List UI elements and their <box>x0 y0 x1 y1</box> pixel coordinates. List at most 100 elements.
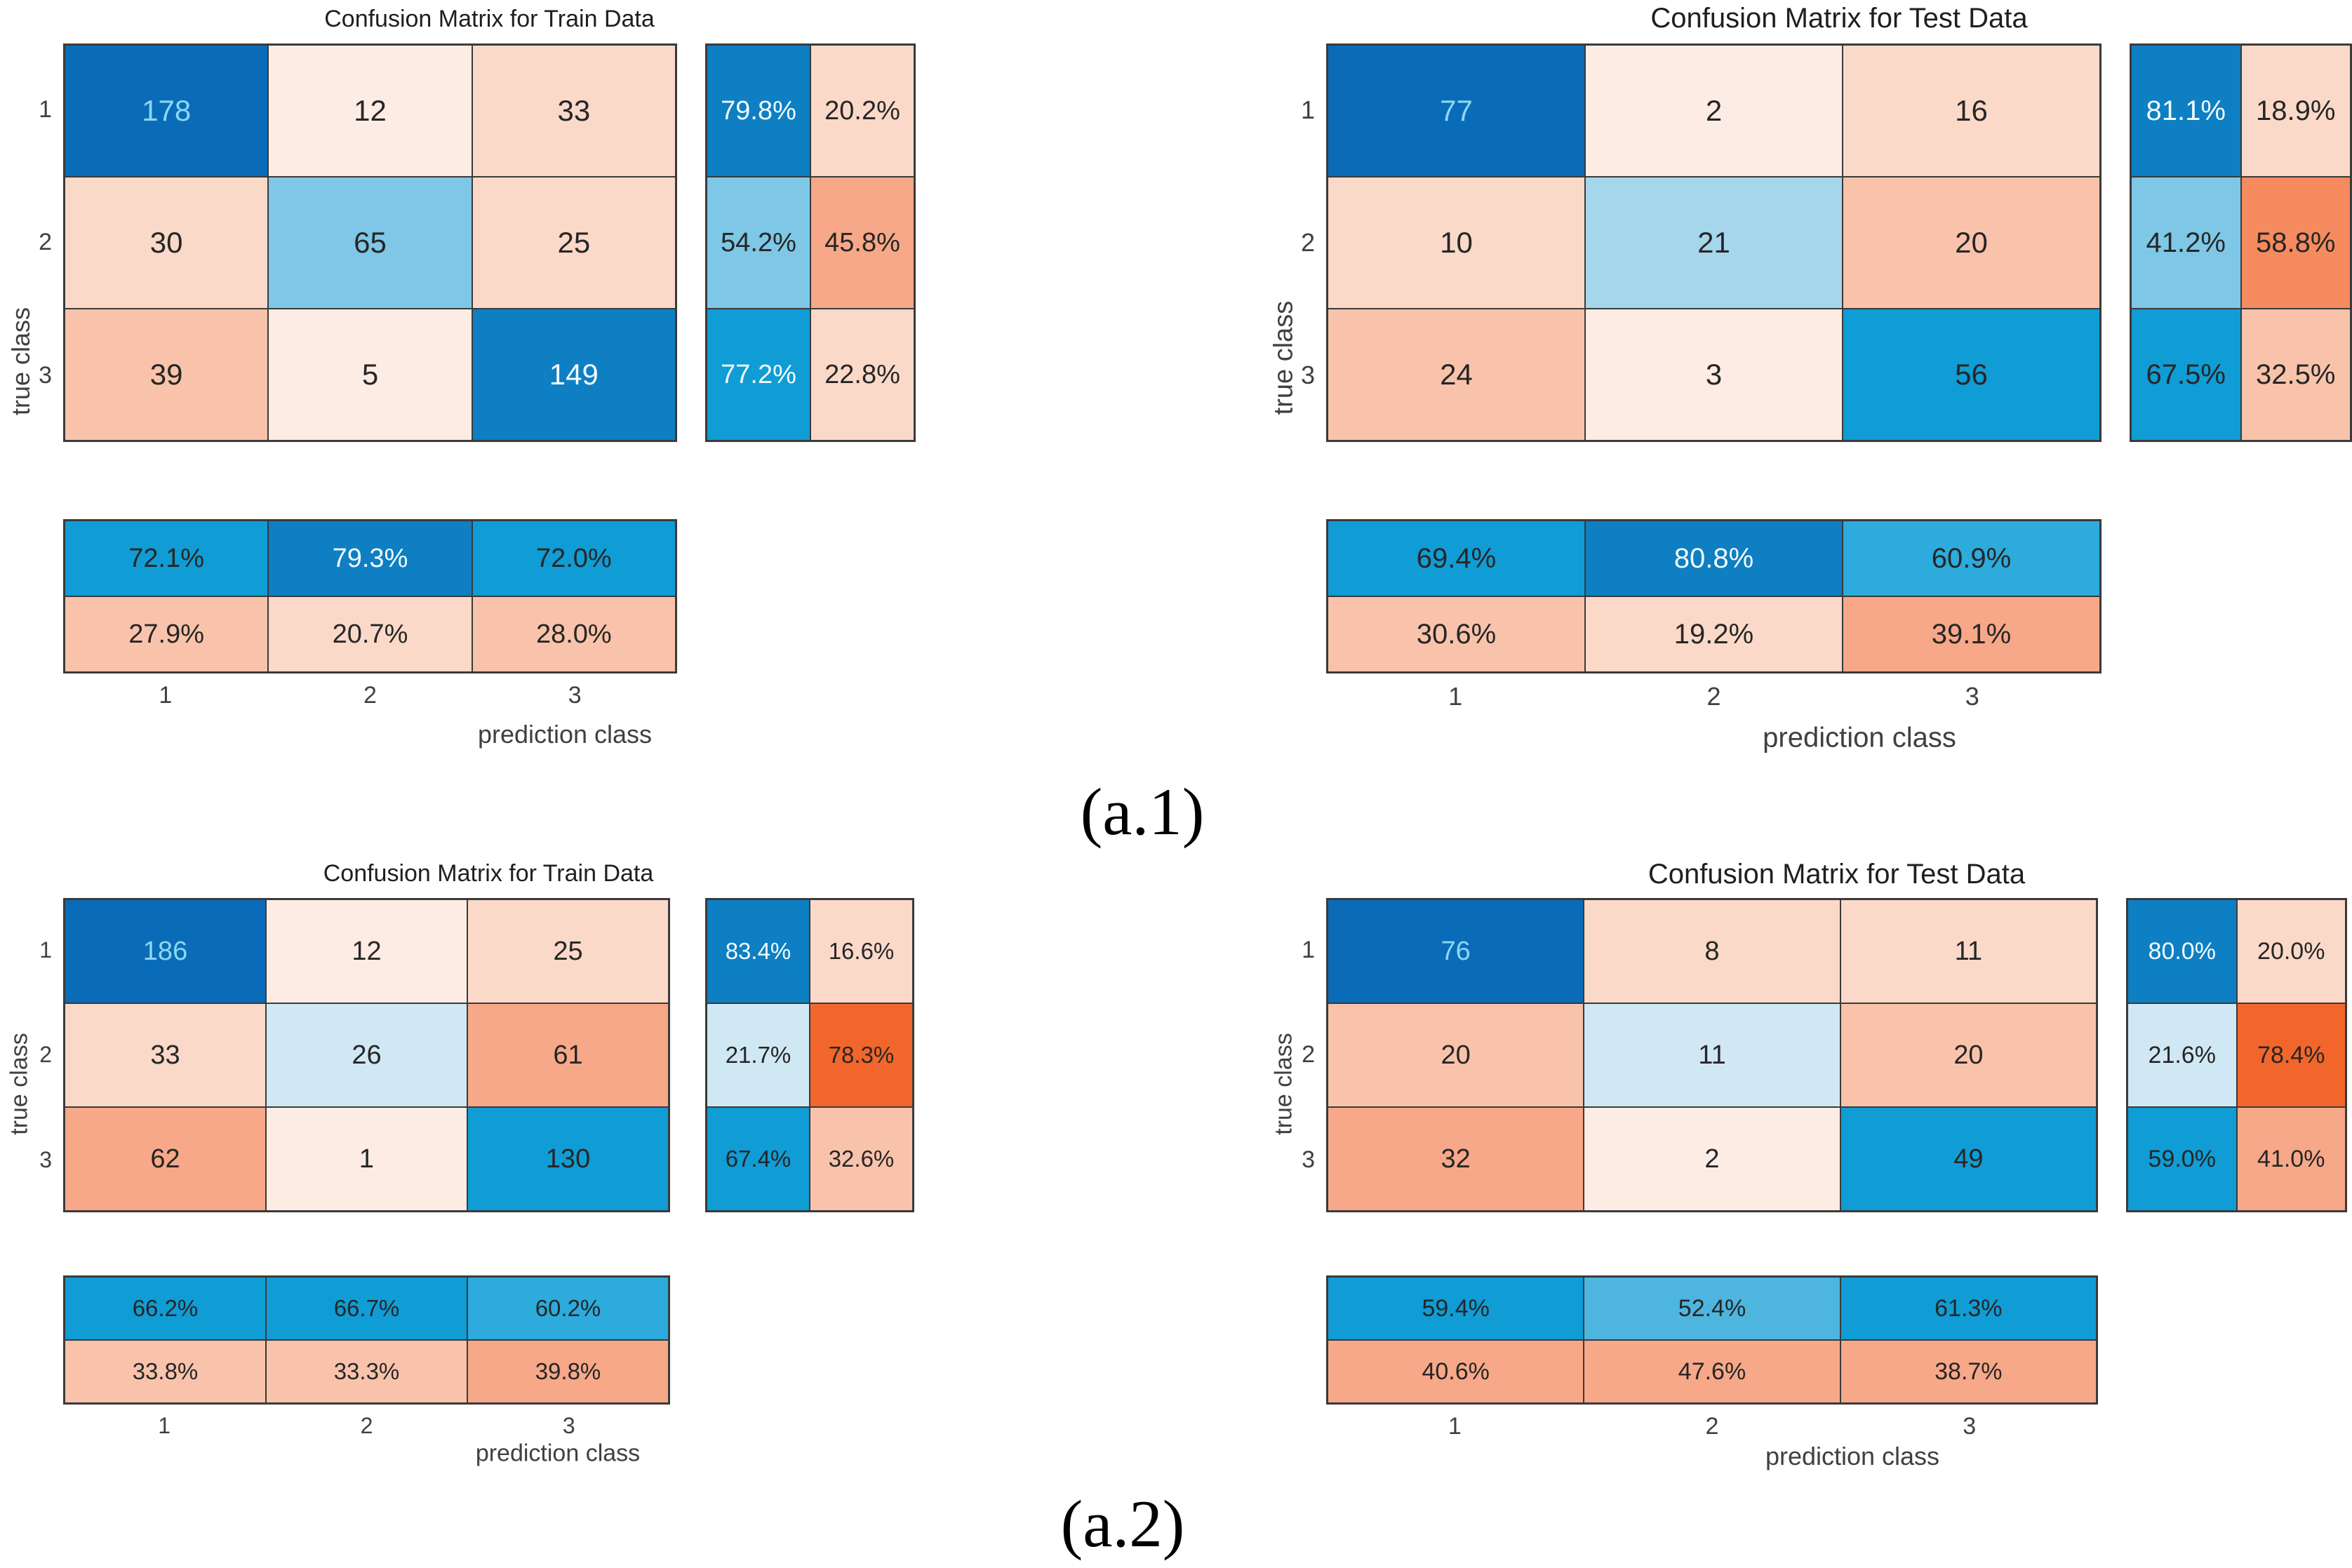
matrix-cell: 65 <box>269 177 472 308</box>
x-axis-label: prediction class <box>1765 1442 1940 1470</box>
matrix-cell: 26 <box>267 1004 467 1106</box>
matrix-cell: 1 <box>267 1108 467 1210</box>
column-summary-cell: 61.3% <box>1840 1278 2096 1339</box>
tick-label: 3 <box>562 1413 575 1438</box>
matrix-cell: 2 <box>1584 1108 1840 1210</box>
col-tick-labels: 1 2 3 <box>1326 682 2102 711</box>
row-summary-grid: 81.1% 18.9% 41.2% 58.8% 67.5% 32.5% <box>2130 43 2352 442</box>
column-summary-cell: 20.7% <box>269 597 472 671</box>
row-summary-cell: 41.2% <box>2132 177 2240 308</box>
row-summary-cell: 58.8% <box>2241 177 2350 308</box>
column-summary-cell: 28.0% <box>472 597 675 671</box>
tick-label: 2 <box>1705 1413 1719 1440</box>
column-summary-cell: 30.6% <box>1328 597 1584 671</box>
column-summary-cell: 60.9% <box>1843 521 2099 596</box>
matrix-cell: 21 <box>1586 177 1842 308</box>
matrix-cell: 20 <box>1328 1004 1584 1106</box>
matrix-cell: 8 <box>1584 900 1840 1003</box>
col-tick-labels: 1 2 3 <box>1326 1413 2098 1440</box>
row-summary-cell: 21.6% <box>2128 1004 2236 1106</box>
matrix-cell: 149 <box>472 309 675 440</box>
row-summary-cell: 67.5% <box>2132 309 2240 440</box>
x-axis-label: prediction class <box>477 720 653 749</box>
tick-label: 1 <box>39 96 52 123</box>
column-summary-cell: 66.7% <box>267 1278 467 1339</box>
matrix-cell: 2 <box>1586 46 1842 176</box>
row-summary-grid: 83.4% 16.6% 21.7% 78.3% 67.4% 32.6% <box>705 898 914 1212</box>
matrix-cell: 20 <box>1840 1004 2096 1106</box>
column-summary-cell: 72.0% <box>472 521 675 596</box>
x-axis-label: prediction class <box>1763 722 1956 753</box>
panel-title: Confusion Matrix for Test Data <box>1650 3 2028 34</box>
matrix-cell: 32 <box>1328 1108 1584 1210</box>
column-summary-cell: 66.2% <box>65 1278 265 1339</box>
column-summary-cell: 40.6% <box>1328 1341 1584 1402</box>
matrix-cell: 49 <box>1840 1108 2096 1210</box>
x-axis-label: prediction class <box>475 1440 641 1467</box>
row-summary-cell: 59.0% <box>2128 1108 2236 1210</box>
tick-label: 2 <box>363 682 377 709</box>
tick-label: 3 <box>1302 1146 1315 1173</box>
panel-title: Confusion Matrix for Train Data <box>324 6 655 32</box>
tick-label: 1 <box>1302 937 1315 964</box>
column-summary-grid: 59.4% 52.4% 61.3% 40.6% 47.6% 38.7% <box>1326 1275 2098 1405</box>
confusion-matrix-grid: 186 12 25 33 26 61 62 1 130 <box>63 898 670 1212</box>
matrix-cell: 11 <box>1840 900 2096 1003</box>
matrix-cell: 12 <box>267 900 467 1003</box>
subfigure-label-a2: (a.2) <box>1060 1487 1185 1561</box>
column-summary-cell: 47.6% <box>1584 1341 1840 1402</box>
column-summary-cell: 27.9% <box>65 597 268 671</box>
matrix-cell: 11 <box>1584 1004 1840 1106</box>
column-summary-cell: 60.2% <box>468 1278 668 1339</box>
row-tick-labels: 1 2 3 <box>6 43 52 442</box>
matrix-cell: 25 <box>468 900 668 1003</box>
column-summary-grid: 72.1% 79.3% 72.0% 27.9% 20.7% 28.0% <box>63 519 677 674</box>
matrix-cell: 77 <box>1328 46 1584 176</box>
matrix-cell: 33 <box>65 1004 265 1106</box>
matrix-cell: 56 <box>1843 309 2099 440</box>
row-summary-grid: 80.0% 20.0% 21.6% 78.4% 59.0% 41.0% <box>2126 898 2347 1212</box>
matrix-cell: 16 <box>1843 46 2099 176</box>
row-summary-cell: 45.8% <box>811 177 914 308</box>
matrix-cell: 30 <box>65 177 268 308</box>
row-summary-cell: 18.9% <box>2241 46 2350 176</box>
tick-label: 3 <box>1965 682 1979 711</box>
tick-label: 2 <box>1300 227 1315 257</box>
row-summary-cell: 16.6% <box>810 900 912 1003</box>
tick-label: 1 <box>1448 1413 1462 1440</box>
tick-label: 1 <box>39 937 52 963</box>
tick-label: 3 <box>1300 361 1315 390</box>
tick-label: 2 <box>39 1042 52 1068</box>
tick-label: 2 <box>39 229 52 256</box>
column-summary-cell: 39.8% <box>468 1341 668 1402</box>
column-summary-cell: 39.1% <box>1843 597 2099 671</box>
tick-label: 1 <box>1300 95 1315 124</box>
matrix-cell: 130 <box>468 1108 668 1210</box>
row-summary-cell: 20.0% <box>2237 900 2345 1003</box>
matrix-cell: 20 <box>1843 177 2099 308</box>
row-summary-cell: 78.4% <box>2237 1004 2345 1106</box>
confusion-matrix-grid: 178 12 33 30 65 25 39 5 149 <box>63 43 677 442</box>
matrix-cell: 12 <box>269 46 472 176</box>
tick-label: 1 <box>158 1413 171 1438</box>
column-summary-cell: 59.4% <box>1328 1278 1584 1339</box>
row-tick-labels: 1 2 3 <box>6 898 52 1212</box>
column-summary-grid: 66.2% 66.7% 60.2% 33.8% 33.3% 39.8% <box>63 1275 670 1405</box>
tick-label: 3 <box>568 682 582 709</box>
tick-label: 1 <box>159 682 173 709</box>
col-tick-labels: 1 2 3 <box>63 682 677 710</box>
column-summary-cell: 33.3% <box>267 1341 467 1402</box>
matrix-cell: 33 <box>472 46 675 176</box>
row-summary-cell: 41.0% <box>2237 1108 2345 1210</box>
column-summary-cell: 79.3% <box>269 521 472 596</box>
column-summary-cell: 69.4% <box>1328 521 1584 596</box>
matrix-cell: 10 <box>1328 177 1584 308</box>
tick-label: 2 <box>1706 682 1721 711</box>
tick-label: 3 <box>1963 1413 1977 1440</box>
row-tick-labels: 1 2 3 <box>1269 43 1315 442</box>
matrix-cell: 76 <box>1328 900 1584 1003</box>
column-summary-cell: 52.4% <box>1584 1278 1840 1339</box>
column-summary-cell: 33.8% <box>65 1341 265 1402</box>
tick-label: 2 <box>360 1413 373 1438</box>
